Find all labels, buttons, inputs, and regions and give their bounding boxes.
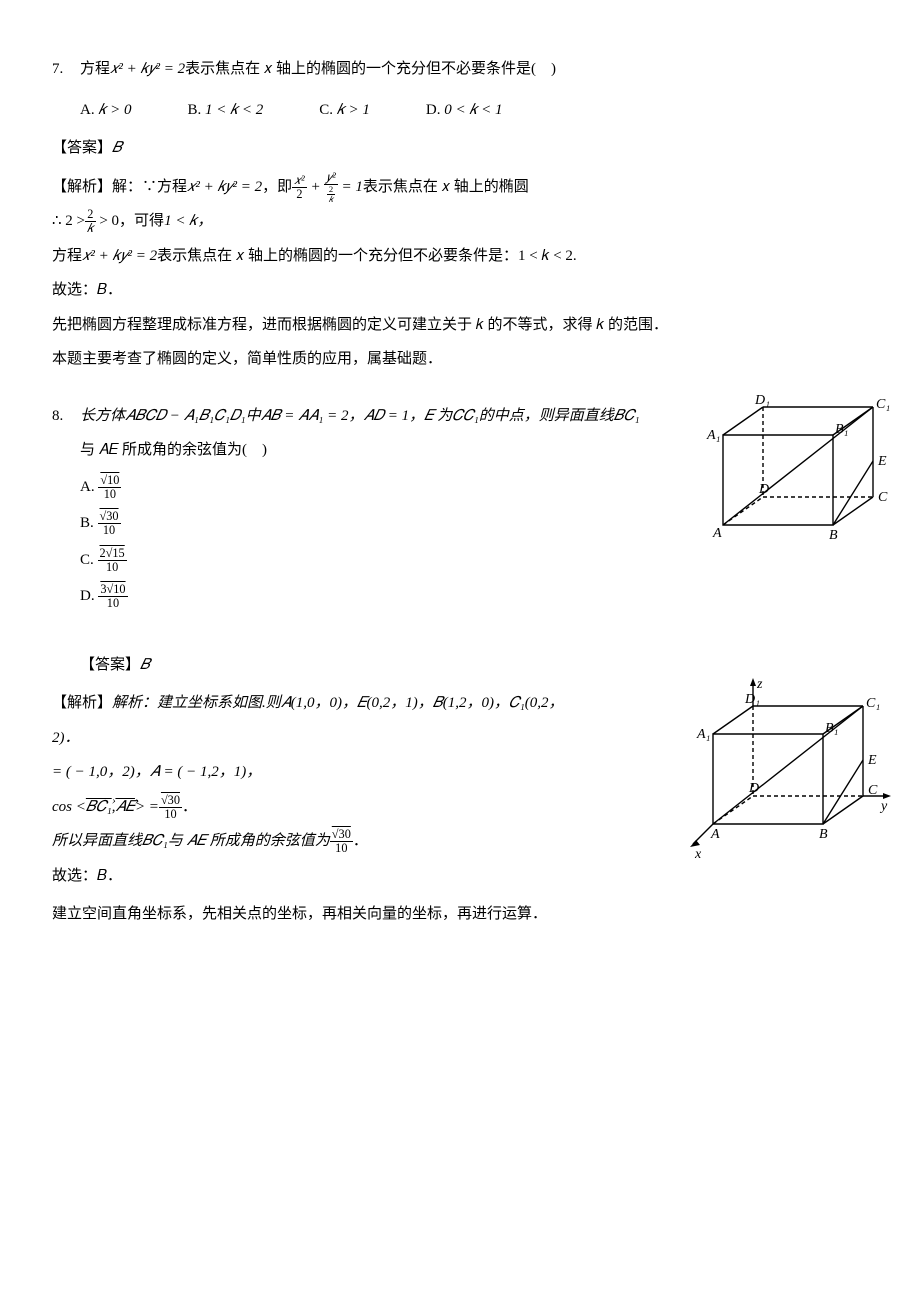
q8-wrap: D₁ C₁ A₁ B₁ E D C A B 8. 长方体𝐴𝐵𝐶𝐷 − 𝐴₁𝐵₁𝐶… [52, 399, 864, 614]
q7-number: 7. [52, 52, 80, 87]
svg-text:x: x [694, 847, 702, 862]
q7-exp-l2: ∴ 2 >2𝑘 > 0，可得1 < 𝑘， [52, 204, 864, 239]
q8-opt-d: D. 3√1010 [80, 579, 864, 614]
q7-exp-l6: 本题主要考查了椭圆的定义，简单性质的应用，属基础题． [52, 342, 864, 377]
svg-text:A: A [710, 827, 720, 842]
svg-text:D₁: D₁ [744, 692, 760, 707]
svg-text:B₁: B₁ [835, 422, 848, 437]
q7-stem-pre: 方程 [80, 61, 110, 77]
svg-text:E: E [867, 753, 877, 768]
q8-number: 8. [52, 399, 80, 468]
q7-exp-l3: 方程𝑥² + 𝑘𝑦² = 2表示焦点在 𝑥 轴上的椭圆的一个充分但不必要条件是：… [52, 239, 864, 274]
q7-answer: 【答案】𝐵 [52, 131, 864, 166]
q8-exp-l5: 故选：𝐵． [52, 859, 649, 894]
svg-text:C: C [878, 490, 888, 505]
q8-figure-1: D₁ C₁ A₁ B₁ E D C A B [701, 395, 896, 560]
q8-figure-2: z D₁ C₁ A₁ B₁ E D C y A B x [681, 676, 896, 866]
svg-text:B: B [819, 827, 828, 842]
svg-text:D: D [748, 781, 759, 796]
svg-text:A₁: A₁ [706, 428, 720, 443]
frac-y2-2k: 𝑦²2𝑘 [324, 171, 337, 204]
q8-exp-l4: 所以异面直线𝐵𝐶₁与 𝐴𝐸 所成角的余弦值为√3010． [52, 824, 649, 859]
svg-text:D: D [758, 482, 769, 497]
svg-text:C: C [868, 783, 878, 798]
q8-exp-l6: 建立空间直角坐标系，先相关点的坐标，再相关向量的坐标，再进行运算． [52, 897, 864, 932]
q7-explanation: 【解析】解：∵方程𝑥² + 𝑘𝑦² = 2，即𝑥²2 + 𝑦²2𝑘 = 1表示焦… [52, 170, 864, 377]
q7-stem: 方程𝑥² + 𝑘𝑦² = 2表示焦点在 𝑥 轴上的椭圆的一个充分但不必要条件是(… [80, 52, 864, 87]
q7-opt-d: D. 0 < 𝑘 < 1 [426, 93, 503, 128]
q7-options: A. 𝑘 > 0 B. 1 < 𝑘 < 2 C. 𝑘 > 1 D. 0 < 𝑘 … [80, 93, 864, 128]
q8-exp-l2: = ( − 1,0，2)，𝐴 = ( − 1,2，1)， [52, 755, 649, 790]
q7-stem-post: 表示焦点在 𝑥 轴上的椭圆的一个充分但不必要条件是( ) [185, 61, 556, 77]
q7-opt-b: B. 1 < 𝑘 < 2 [187, 93, 263, 128]
svg-text:C₁: C₁ [866, 696, 880, 711]
svg-text:E: E [877, 454, 887, 469]
q8-exp-l1b: 2)． [52, 721, 649, 756]
cuboid-axes-icon: z D₁ C₁ A₁ B₁ E D C y A B x [681, 676, 896, 866]
q8-exp-wrap: z D₁ C₁ A₁ B₁ E D C y A B x 【解析】解析：建立坐标系… [52, 686, 864, 932]
cuboid-icon: D₁ C₁ A₁ B₁ E D C A B [701, 395, 896, 560]
svg-text:C₁: C₁ [876, 397, 890, 412]
q8-exp-l1: 【解析】解析：建立坐标系如图.则𝐴(1,0，0)，𝐸(0,2，1)，𝐵(1,2，… [52, 686, 649, 721]
svg-text:y: y [879, 799, 888, 814]
svg-text:D₁: D₁ [754, 395, 770, 408]
q7-exp-l1: 【解析】解：∵方程𝑥² + 𝑘𝑦² = 2，即𝑥²2 + 𝑦²2𝑘 = 1表示焦… [52, 170, 864, 205]
frac-x2-2: 𝑥²2 [292, 174, 307, 201]
q8-exp-l3: cos <𝐵𝐶₁,𝐴𝐸> =√3010． [52, 790, 649, 825]
svg-text:B: B [829, 528, 838, 543]
q7-opt-c: C. 𝑘 > 1 [319, 93, 370, 128]
q7-eqn: 𝑥² + 𝑘𝑦² = 2 [110, 61, 185, 77]
q7-exp-l4: 故选：𝐵． [52, 273, 864, 308]
frac-2-k: 2𝑘 [85, 208, 96, 235]
svg-text:A₁: A₁ [696, 727, 710, 742]
q7-opt-a: A. 𝑘 > 0 [80, 93, 131, 128]
svg-text:A: A [712, 526, 722, 541]
svg-text:z: z [756, 677, 763, 692]
q7-exp-l5: 先把椭圆方程整理成标准方程，进而根据椭圆的定义可建立关于 𝑘 的不等式，求得 𝑘… [52, 308, 864, 343]
svg-text:B₁: B₁ [825, 721, 838, 736]
q7: 7. 方程𝑥² + 𝑘𝑦² = 2表示焦点在 𝑥 轴上的椭圆的一个充分但不必要条… [52, 52, 864, 87]
